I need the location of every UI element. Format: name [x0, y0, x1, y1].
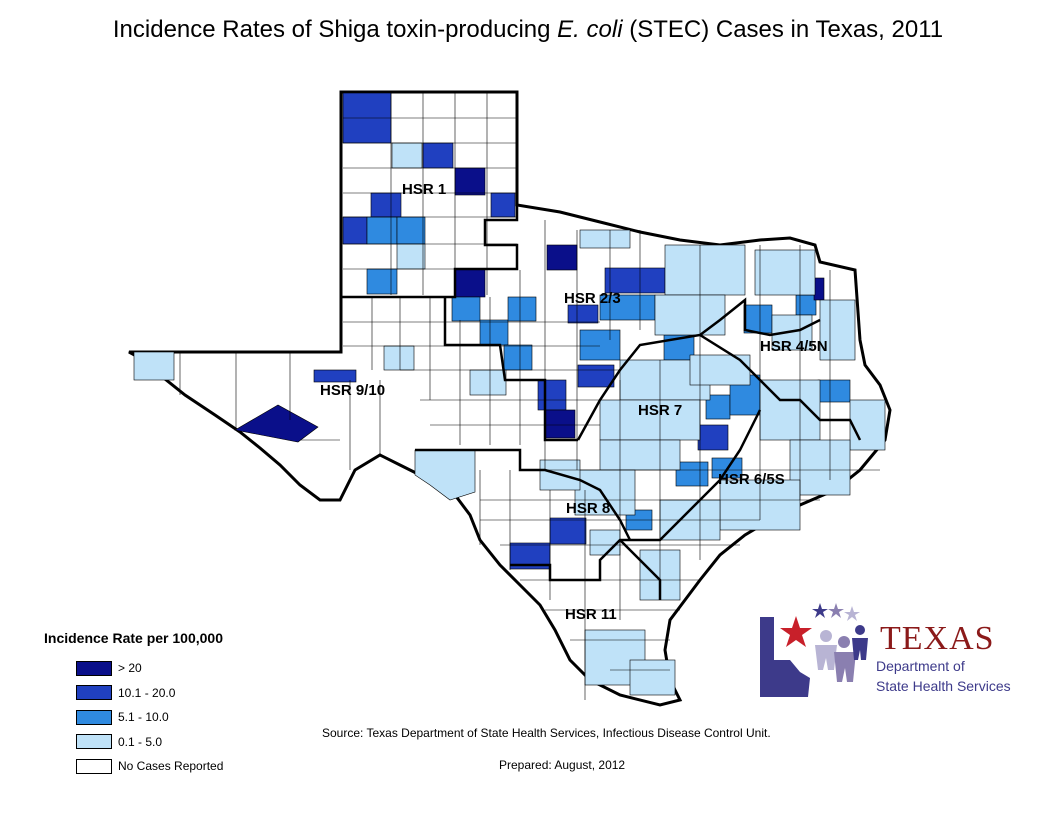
- logo-wordmark: TEXAS: [880, 620, 995, 657]
- legend-label: > 20: [118, 661, 142, 676]
- county-borders: [179, 93, 880, 700]
- legend-item: 10.1 - 20.0: [76, 681, 223, 706]
- region-label-hsr1: HSR 1: [402, 181, 447, 198]
- logo-subtitle-line2: State Health Services: [876, 678, 1011, 694]
- title-italic: E. coli: [557, 16, 623, 43]
- legend-swatch: [76, 685, 112, 701]
- legend-label: 5.1 - 10.0: [118, 710, 169, 725]
- legend-label: No Cases Reported: [118, 759, 224, 774]
- legend-label: 10.1 - 20.0: [118, 685, 176, 700]
- legend-item: > 20: [76, 656, 223, 681]
- title-prefix: Incidence Rates of Shiga toxin-producing: [112, 16, 558, 43]
- title-suffix: (STEC) Cases in Texas, 2011: [622, 16, 944, 43]
- region-label-hsr8: HSR 8: [566, 500, 611, 517]
- region-label-hsr65s: HSR 6/5S: [718, 471, 785, 488]
- legend-item: 0.1 - 5.0: [76, 730, 223, 755]
- legend-swatch: [76, 709, 112, 725]
- legend-item: No Cases Reported: [76, 754, 223, 779]
- region-label-hsr23: HSR 2/3: [564, 290, 621, 307]
- map-legend: Incidence Rate per 100,000 > 20 10.1 - 2…: [44, 630, 223, 779]
- region-label-hsr910: HSR 9/10: [320, 382, 386, 399]
- legend-title: Incidence Rate per 100,000: [44, 630, 223, 646]
- source-note: Source: Texas Department of State Health…: [322, 726, 771, 740]
- logo-emblem-icon: [760, 603, 868, 697]
- dshs-logo: TEXAS Department of State Health Service…: [760, 600, 1040, 700]
- legend-item: 5.1 - 10.0: [76, 705, 223, 730]
- region-label-hsr45n: HSR 4/5N: [760, 338, 828, 355]
- legend-swatch: [76, 660, 112, 676]
- legend-label: 0.1 - 5.0: [118, 734, 163, 749]
- legend-swatch: [76, 758, 112, 774]
- region-label-hsr7: HSR 7: [638, 402, 683, 419]
- legend-swatch: [76, 734, 112, 750]
- map-title: Incidence Rates of Shiga toxin-producing…: [0, 16, 1056, 44]
- hsr-boundaries: [341, 205, 862, 600]
- logo-subtitle-line1: Department of: [876, 658, 965, 674]
- region-label-hsr11: HSR 11: [565, 606, 617, 623]
- prepared-note: Prepared: August, 2012: [499, 758, 626, 772]
